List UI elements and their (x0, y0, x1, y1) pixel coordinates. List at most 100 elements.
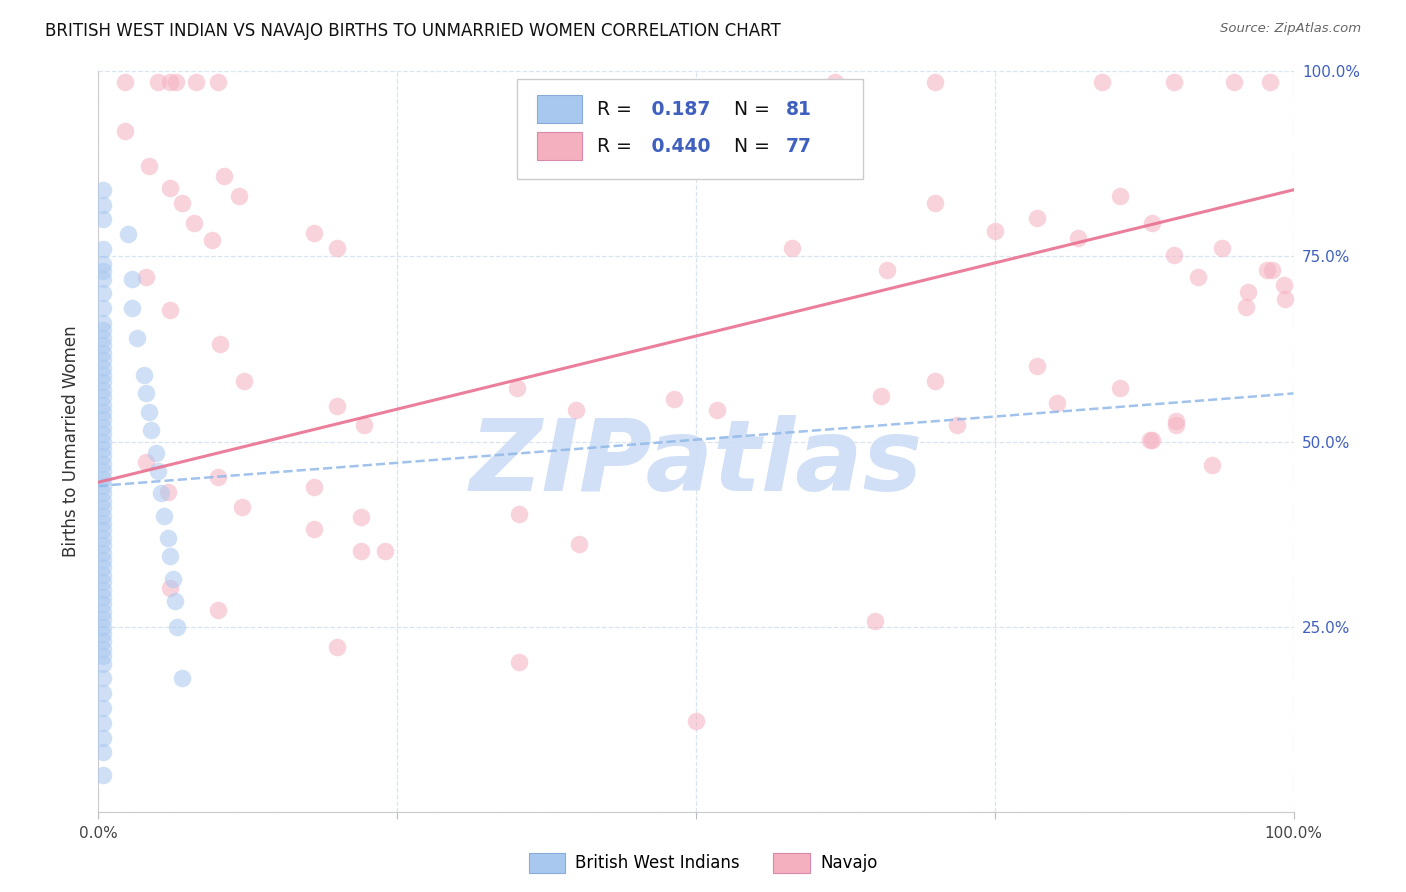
Text: ZIPatlas: ZIPatlas (470, 416, 922, 512)
Point (91, 501, 114, 516)
Point (984, 223, 1007, 237)
Point (121, 301, 143, 316)
Point (91, 197, 114, 211)
Point (91, 657, 114, 671)
FancyBboxPatch shape (537, 132, 582, 161)
Point (91, 383, 114, 397)
Point (117, 227, 139, 242)
Point (139, 424, 162, 438)
Point (156, 484, 179, 499)
Point (1142, 216, 1164, 230)
Point (91, 524, 114, 538)
Point (91, 316, 114, 330)
Point (1256, 262, 1278, 277)
Point (350, 544, 373, 558)
Point (149, 486, 172, 500)
Point (302, 480, 325, 494)
Point (91, 619, 114, 633)
Point (91, 353, 114, 368)
Point (91, 575, 114, 590)
Point (148, 75, 170, 89)
Point (91, 242, 114, 256)
Point (353, 418, 375, 433)
Point (91, 471, 114, 485)
Point (159, 581, 181, 595)
Point (233, 374, 256, 388)
Point (326, 640, 349, 655)
Point (91, 212, 114, 227)
Point (135, 386, 157, 401)
Point (945, 418, 967, 433)
Point (91, 264, 114, 278)
Point (91, 419, 114, 434)
Point (91, 590, 114, 604)
Point (1142, 433, 1164, 447)
Point (163, 593, 186, 607)
Point (212, 169, 235, 184)
Text: N =: N = (723, 136, 776, 155)
Point (91, 376, 114, 390)
Point (91, 464, 114, 478)
Point (924, 196, 946, 211)
Point (1258, 75, 1281, 89)
Point (824, 75, 846, 89)
Point (91, 605, 114, 619)
Point (91, 546, 114, 560)
Point (91, 271, 114, 285)
Point (1139, 433, 1161, 447)
Point (91, 538, 114, 552)
Point (172, 672, 194, 686)
Point (91, 360, 114, 375)
Point (1025, 359, 1047, 373)
Point (138, 405, 160, 419)
Point (1237, 285, 1260, 299)
Point (91, 767, 114, 781)
Point (209, 336, 232, 351)
Point (326, 241, 349, 255)
Point (91, 560, 114, 574)
Point (91, 412, 114, 426)
Point (228, 188, 250, 202)
Point (91, 649, 114, 664)
Point (91, 486, 114, 500)
FancyBboxPatch shape (537, 95, 582, 123)
Point (172, 196, 194, 211)
Point (156, 531, 179, 545)
Text: BRITISH WEST INDIAN VS NAVAJO BIRTHS TO UNMARRIED WOMEN CORRELATION CHART: BRITISH WEST INDIAN VS NAVAJO BIRTHS TO … (45, 22, 780, 40)
Text: 81: 81 (786, 100, 811, 119)
Point (91, 450, 114, 464)
Point (91, 627, 114, 641)
Point (706, 403, 728, 417)
Point (1223, 75, 1246, 89)
Point (91, 531, 114, 545)
Point (924, 374, 946, 388)
Point (1163, 75, 1185, 89)
Point (186, 75, 208, 89)
Point (91, 434, 114, 449)
Point (91, 508, 114, 523)
Point (91, 598, 114, 612)
Point (159, 75, 181, 89)
Point (91, 257, 114, 271)
Point (865, 614, 887, 628)
Point (91, 427, 114, 442)
Text: Source: ZipAtlas.com: Source: ZipAtlas.com (1220, 22, 1361, 36)
Point (664, 392, 686, 406)
Point (302, 522, 325, 536)
Text: 77: 77 (786, 136, 811, 155)
Point (326, 399, 349, 413)
Point (91, 324, 114, 338)
Point (114, 123, 136, 137)
Y-axis label: Births to Unmarried Women: Births to Unmarried Women (62, 326, 80, 558)
Point (1091, 75, 1114, 89)
Point (91, 345, 114, 359)
Point (91, 516, 114, 530)
Point (1166, 418, 1188, 433)
Point (166, 619, 188, 633)
Point (132, 368, 155, 382)
Point (91, 493, 114, 508)
Point (1109, 381, 1132, 395)
Point (159, 181, 181, 195)
Point (1166, 414, 1188, 428)
Point (165, 75, 187, 89)
